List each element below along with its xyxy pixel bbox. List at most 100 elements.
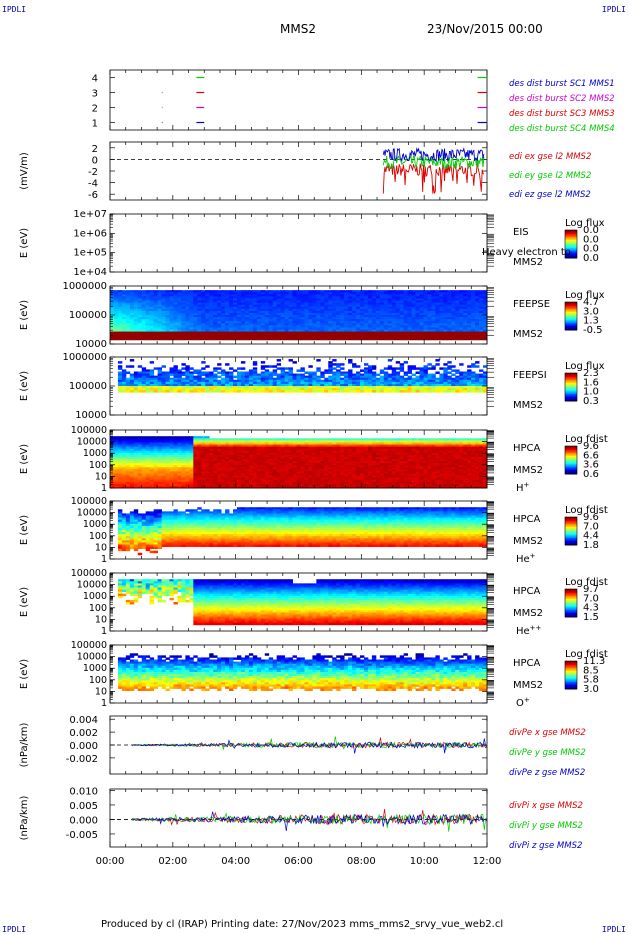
- heatmap-cell: [435, 310, 440, 314]
- heatmap-cell: [352, 323, 357, 326]
- heatmap-cell: [439, 294, 444, 297]
- heatmap-cell: [288, 475, 293, 479]
- heatmap-cell: [149, 373, 155, 377]
- heatmap-cell: [121, 448, 127, 452]
- heatmap-cell: [407, 379, 412, 383]
- heatmap-cell: [439, 302, 444, 306]
- heatmap-cell: [356, 327, 361, 330]
- heatmap-cell: [284, 302, 289, 306]
- heatmap-cell: [161, 461, 166, 464]
- heatmap-cell: [209, 456, 214, 460]
- heatmap-cell: [479, 319, 484, 322]
- heatmap-cell: [149, 321, 155, 324]
- heatmap-cell: [276, 325, 282, 328]
- heatmap-cell: [165, 463, 170, 466]
- heatmap-cell: [268, 469, 274, 472]
- heatmap-cell: [387, 359, 393, 362]
- heatmap-cell: [173, 390, 178, 393]
- heatmap-cell: [435, 304, 440, 308]
- heatmap-cell: [185, 438, 190, 441]
- heatmap-cell: [328, 296, 333, 299]
- heatmap-cell: [383, 371, 389, 374]
- heatmap-cell: [121, 304, 127, 308]
- heatmap-cell: [272, 450, 278, 454]
- heatmap-cell: [153, 386, 159, 389]
- heatmap-cell: [133, 454, 139, 458]
- heatmap-cell: [256, 477, 262, 481]
- heatmap-cell: [312, 383, 317, 387]
- heatmap-cell: [391, 317, 397, 320]
- heatmap-cell: [320, 321, 325, 324]
- heatmap-cell: [391, 312, 397, 316]
- heatmap-cell: [276, 444, 282, 447]
- heatmap-cell: [244, 473, 250, 476]
- heatmap-cell: [348, 300, 353, 303]
- heatmap-cell: [229, 331, 234, 335]
- heatmap-cell: [240, 467, 246, 470]
- heatmap-cell: [284, 325, 289, 328]
- heatmap-cell: [157, 373, 162, 377]
- heatmap-cell: [209, 444, 214, 447]
- heatmap-cell: [129, 304, 135, 308]
- heatmap-cell: [395, 312, 401, 316]
- heatmap-cell: [181, 446, 186, 450]
- heatmap-cell: [244, 463, 250, 466]
- heatmap-cell: [117, 290, 123, 293]
- heatmap-cell: [375, 292, 381, 295]
- heatmap-cell: [189, 446, 194, 450]
- heatmap-cell: [133, 446, 139, 450]
- heatmap-cell: [121, 335, 127, 339]
- heatmap-cell: [419, 327, 424, 330]
- heatmap-cell: [121, 473, 127, 476]
- heatmap-cell: [149, 436, 155, 439]
- heatmap-cell: [403, 335, 409, 339]
- heatmap-cell: [419, 312, 424, 316]
- heatmap-cell: [340, 296, 345, 299]
- heatmap-cell: [185, 463, 190, 466]
- heatmap-cell: [344, 379, 349, 383]
- heatmap-cell: [360, 335, 365, 339]
- heatmap-cell: [157, 290, 162, 293]
- heatmap-cell: [197, 292, 202, 295]
- heatmap-cell: [161, 448, 166, 452]
- heatmap-cell: [304, 319, 309, 322]
- heatmap-cell: [233, 302, 238, 306]
- heatmap-cell: [137, 292, 143, 295]
- heatmap-cell: [356, 315, 361, 318]
- heatmap-cell: [177, 292, 182, 295]
- heatmap-cell: [419, 390, 424, 393]
- heatmap-cell: [221, 317, 226, 320]
- heatmap-cell: [427, 377, 432, 381]
- heatmap-cell: [229, 327, 234, 330]
- heatmap-cell: [189, 308, 194, 312]
- heatmap-cell: [328, 300, 333, 303]
- heatmap-cell: [336, 379, 341, 383]
- heatmap-cell: [233, 471, 238, 474]
- heatmap-cell: [121, 381, 127, 385]
- heatmap-cell: [407, 298, 412, 301]
- heatmap-cell: [217, 292, 222, 295]
- heatmap-cell: [403, 386, 409, 389]
- heatmap-cell: [316, 292, 321, 295]
- heatmap-cell: [455, 325, 460, 328]
- heatmap-cell: [264, 390, 270, 393]
- heatmap-cell: [161, 306, 166, 310]
- heatmap-cell: [157, 323, 162, 326]
- heatmap-cell: [157, 485, 162, 489]
- heatmap-cell: [225, 325, 230, 328]
- heatmap-cell: [153, 467, 159, 470]
- heatmap-cell: [379, 304, 385, 308]
- heatmap-cell: [217, 331, 222, 335]
- heatmap-cell: [244, 371, 250, 374]
- heatmap-cell: [189, 450, 194, 454]
- heatmap-cell: [177, 452, 182, 456]
- heatmap-cell: [276, 467, 282, 470]
- heatmap-cell: [117, 386, 123, 389]
- heatmap-cell: [177, 294, 182, 297]
- heatmap-cell: [177, 296, 182, 299]
- heatmap-cell: [205, 444, 210, 447]
- heatmap-cell: [201, 388, 206, 391]
- heatmap-cell: [431, 329, 436, 332]
- heatmap-cell: [280, 323, 286, 326]
- heatmap-cell: [161, 386, 166, 389]
